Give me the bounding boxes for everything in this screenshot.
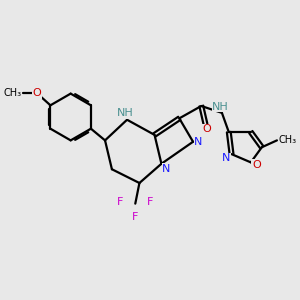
Text: F: F xyxy=(132,212,139,222)
Text: CH₃: CH₃ xyxy=(3,88,22,98)
Text: N: N xyxy=(194,137,203,147)
Text: F: F xyxy=(147,197,154,207)
Text: F: F xyxy=(117,197,123,207)
Text: O: O xyxy=(202,124,211,134)
Text: NH: NH xyxy=(116,108,133,118)
Text: O: O xyxy=(252,160,261,170)
Text: N: N xyxy=(162,164,171,174)
Text: O: O xyxy=(32,88,41,98)
Text: NH: NH xyxy=(212,102,229,112)
Text: CH₃: CH₃ xyxy=(278,135,296,145)
Text: N: N xyxy=(222,153,230,163)
